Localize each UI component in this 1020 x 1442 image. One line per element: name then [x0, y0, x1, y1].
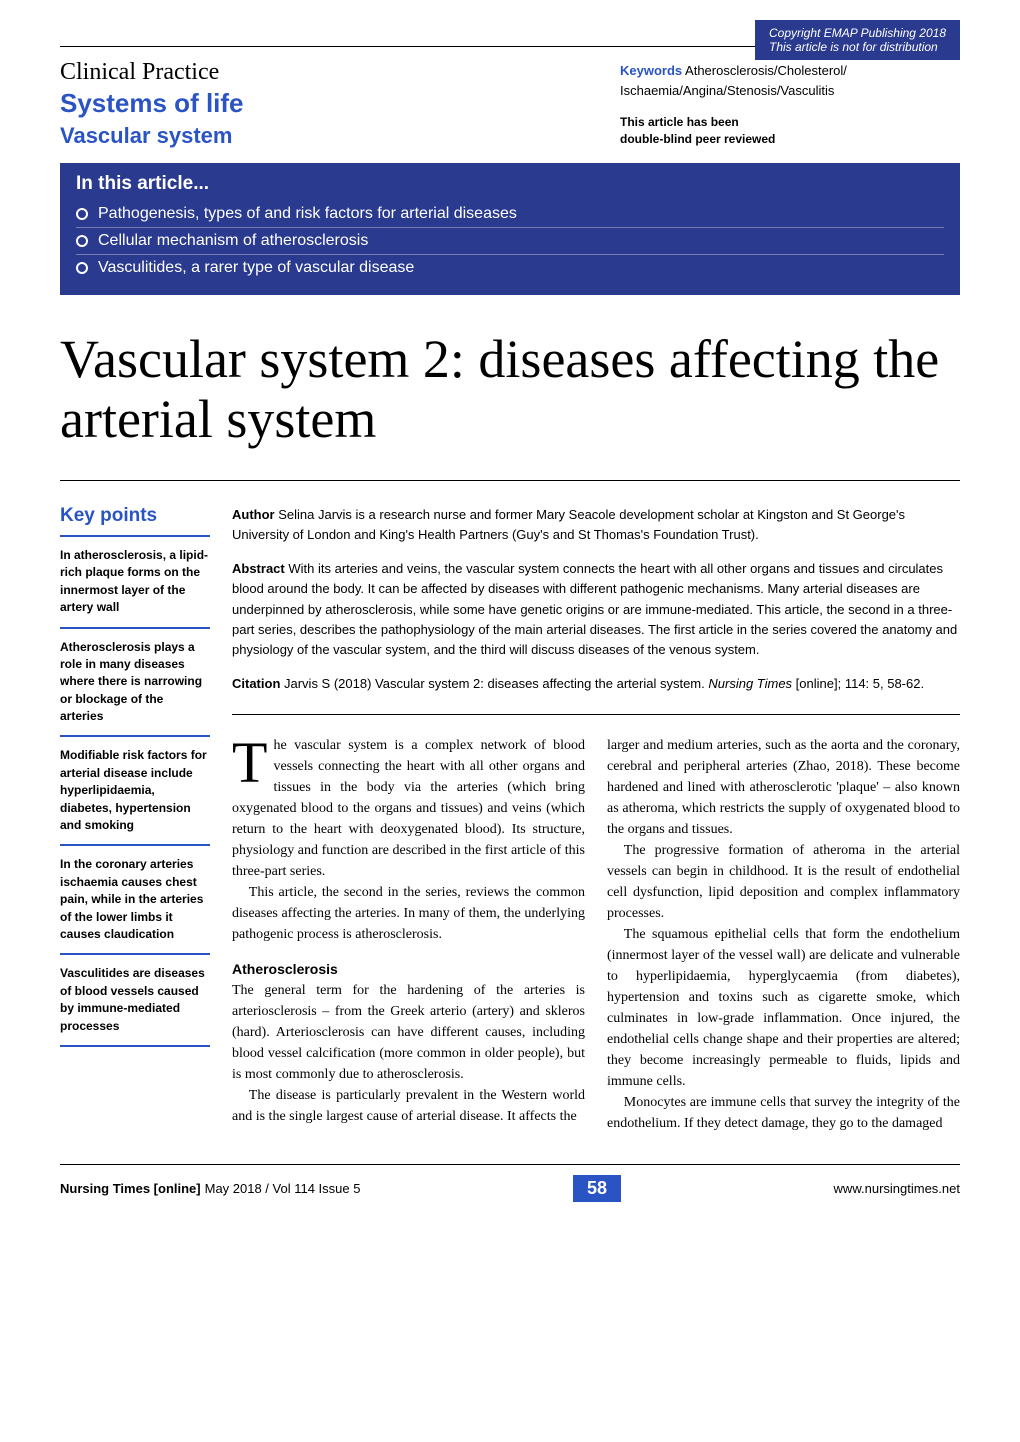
- body-column-right: larger and medium arteries, such as the …: [607, 735, 960, 1134]
- ita-item: Vasculitides, a rarer type of vascular d…: [76, 255, 944, 281]
- ita-item-text: Pathogenesis, types of and risk factors …: [98, 205, 517, 223]
- footer-rule: [60, 1164, 960, 1165]
- header-left: Clinical Practice Systems of life Vascul…: [60, 59, 620, 149]
- footer-left: Nursing Times [online] May 2018 / Vol 11…: [60, 1181, 360, 1196]
- citation-pre: Jarvis S (2018) Vascular system 2: disea…: [280, 676, 708, 691]
- body-p4: Monocytes are immune cells that survey t…: [607, 1092, 960, 1134]
- body-columns: The vascular system is a complex network…: [232, 735, 960, 1134]
- in-this-article-title: In this article...: [76, 173, 944, 195]
- page-number: 58: [573, 1175, 621, 1202]
- ita-item: Pathogenesis, types of and risk factors …: [76, 201, 944, 228]
- copyright-line1: Copyright EMAP Publishing 2018: [769, 26, 946, 40]
- body-p2: The progressive formation of atheroma in…: [607, 840, 960, 924]
- body-p1: larger and medium arteries, such as the …: [607, 735, 960, 840]
- header-row: Clinical Practice Systems of life Vascul…: [60, 59, 960, 149]
- citation-label: Citation: [232, 676, 280, 691]
- key-point-item: Atherosclerosis plays a role in many dis…: [60, 627, 210, 736]
- key-points-column: Key points In atherosclerosis, a lipid-r…: [60, 505, 210, 1134]
- abstract-text: With its arteries and veins, the vascula…: [232, 561, 957, 657]
- key-point-item: Modifiable risk factors for arterial dis…: [60, 735, 210, 844]
- systems-of-life-label: Systems of life: [60, 88, 620, 119]
- body-p3: The squamous epithelial cells that form …: [607, 924, 960, 1092]
- page-footer: Nursing Times [online] May 2018 / Vol 11…: [60, 1175, 960, 1202]
- meta-block: Author Selina Jarvis is a research nurse…: [232, 505, 960, 715]
- bullet-icon: [76, 208, 88, 220]
- peer-reviewed-line2: double-blind peer reviewed: [620, 132, 775, 146]
- footer-date: May 2018 / Vol 114 Issue 5: [205, 1181, 361, 1196]
- body-p2: This article, the second in the series, …: [232, 882, 585, 945]
- peer-reviewed-line1: This article has been: [620, 115, 739, 129]
- body-p3: The general term for the hardening of th…: [232, 980, 585, 1085]
- subhead-atherosclerosis: Atherosclerosis: [232, 959, 585, 980]
- body-p4: The disease is particularly prevalent in…: [232, 1085, 585, 1127]
- abstract-label: Abstract: [232, 561, 285, 576]
- author-text: Selina Jarvis is a research nurse and fo…: [232, 507, 905, 542]
- header-right: Keywords Atherosclerosis/Cholesterol/ Is…: [620, 59, 960, 149]
- copyright-banner: Copyright EMAP Publishing 2018 This arti…: [755, 20, 960, 60]
- author-label: Author: [232, 507, 275, 522]
- ita-item-text: Vasculitides, a rarer type of vascular d…: [98, 259, 414, 277]
- body-column-left: The vascular system is a complex network…: [232, 735, 585, 1134]
- body-p1: The vascular system is a complex network…: [232, 735, 585, 882]
- key-point-item: In atherosclerosis, a lipid-rich plaque …: [60, 535, 210, 627]
- content-area: Key points In atherosclerosis, a lipid-r…: [60, 505, 960, 1134]
- bullet-icon: [76, 262, 88, 274]
- clinical-practice-label: Clinical Practice: [60, 59, 620, 86]
- vascular-system-label: Vascular system: [60, 123, 620, 149]
- main-column: Author Selina Jarvis is a research nurse…: [232, 505, 960, 1134]
- author-paragraph: Author Selina Jarvis is a research nurse…: [232, 505, 960, 545]
- key-point-item: Vasculitides are diseases of blood vesse…: [60, 953, 210, 1047]
- footer-magazine: Nursing Times [online]: [60, 1181, 201, 1196]
- key-point-item: In the coronary arteries ischaemia cause…: [60, 844, 210, 953]
- ita-item-text: Cellular mechanism of atherosclerosis: [98, 232, 368, 250]
- copyright-line2: This article is not for distribution: [769, 40, 946, 54]
- in-this-article-box: In this article... Pathogenesis, types o…: [60, 163, 960, 295]
- citation-paragraph: Citation Jarvis S (2018) Vascular system…: [232, 674, 960, 694]
- ita-item: Cellular mechanism of atherosclerosis: [76, 228, 944, 255]
- footer-url: www.nursingtimes.net: [834, 1181, 960, 1196]
- keywords-label: Keywords: [620, 63, 682, 78]
- peer-reviewed: This article has been double-blind peer …: [620, 114, 960, 148]
- citation-journal: Nursing Times: [708, 676, 792, 691]
- page-container: Copyright EMAP Publishing 2018 This arti…: [0, 0, 1020, 1232]
- key-points-heading: Key points: [60, 505, 210, 527]
- citation-post: [online]; 114: 5, 58-62.: [792, 676, 924, 691]
- keywords: Keywords Atherosclerosis/Cholesterol/ Is…: [620, 61, 960, 100]
- abstract-paragraph: Abstract With its arteries and veins, th…: [232, 559, 960, 660]
- bullet-icon: [76, 235, 88, 247]
- article-title: Vascular system 2: diseases affecting th…: [60, 329, 960, 481]
